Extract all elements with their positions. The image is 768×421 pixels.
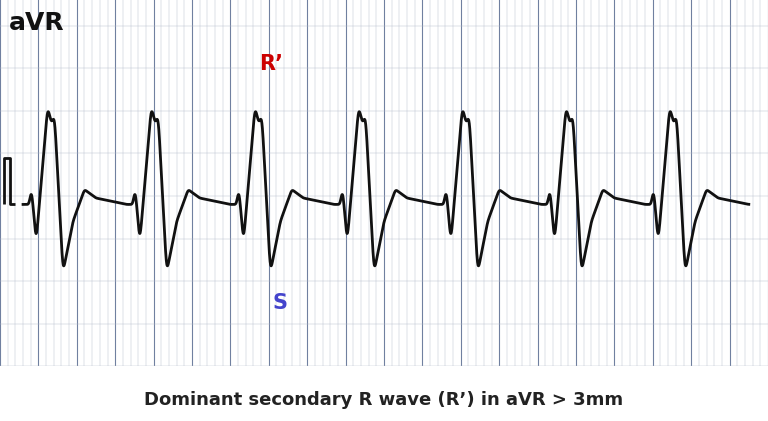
Text: aVR: aVR: [9, 11, 65, 35]
Text: S: S: [273, 293, 288, 313]
Text: R’: R’: [259, 54, 283, 74]
Text: Dominant secondary R wave (R’) in aVR > 3mm: Dominant secondary R wave (R’) in aVR > …: [144, 391, 624, 409]
